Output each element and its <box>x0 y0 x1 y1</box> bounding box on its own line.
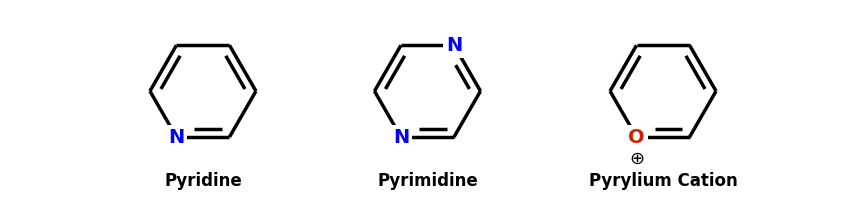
Text: O: O <box>628 128 645 146</box>
Text: O: O <box>628 128 645 146</box>
Text: N: N <box>393 128 409 146</box>
Text: Pyridine: Pyridine <box>164 172 242 190</box>
Text: ⊕: ⊕ <box>629 150 644 168</box>
Text: N: N <box>446 36 462 55</box>
Text: Pyrylium Cation: Pyrylium Cation <box>589 172 738 190</box>
Text: Pyrimidine: Pyrimidine <box>377 172 478 190</box>
Text: N: N <box>446 36 462 55</box>
Text: N: N <box>168 128 184 146</box>
Text: N: N <box>393 128 409 146</box>
Text: N: N <box>168 128 184 146</box>
